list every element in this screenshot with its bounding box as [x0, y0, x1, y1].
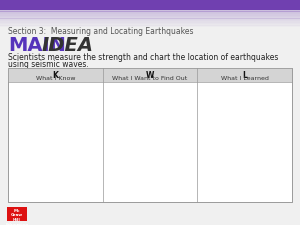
Text: using seismic waves.: using seismic waves. — [8, 60, 89, 69]
Text: Scientists measure the strength and chart the location of earthquakes: Scientists measure the strength and char… — [8, 53, 278, 62]
Text: MAIN: MAIN — [8, 36, 66, 55]
Bar — [7, 207, 27, 221]
Text: K: K — [52, 70, 58, 79]
Text: Mc
Graw
Hill
Education: Mc Graw Hill Education — [5, 209, 29, 225]
Bar — [0, 22, 300, 24]
Bar — [0, 0, 300, 10]
Bar — [0, 10, 300, 12]
Bar — [8, 68, 292, 82]
Bar — [0, 21, 300, 23]
Bar — [0, 11, 300, 13]
Bar — [0, 16, 300, 17]
Text: IDEA: IDEA — [42, 36, 94, 55]
Text: Section 3:  Measuring and Locating Earthquakes: Section 3: Measuring and Locating Earthq… — [8, 27, 194, 36]
Text: W: W — [146, 70, 154, 79]
Bar — [0, 20, 300, 21]
Bar — [0, 18, 300, 20]
Text: L: L — [242, 70, 247, 79]
Bar — [8, 68, 292, 202]
Bar — [0, 17, 300, 19]
Bar — [0, 25, 300, 27]
Text: What I Learned: What I Learned — [221, 76, 268, 81]
Text: What I Know: What I Know — [36, 76, 75, 81]
Bar — [0, 13, 300, 14]
Bar — [0, 14, 300, 16]
Text: What I Want to Find Out: What I Want to Find Out — [112, 76, 188, 81]
Bar — [8, 68, 292, 202]
Bar — [0, 24, 300, 26]
